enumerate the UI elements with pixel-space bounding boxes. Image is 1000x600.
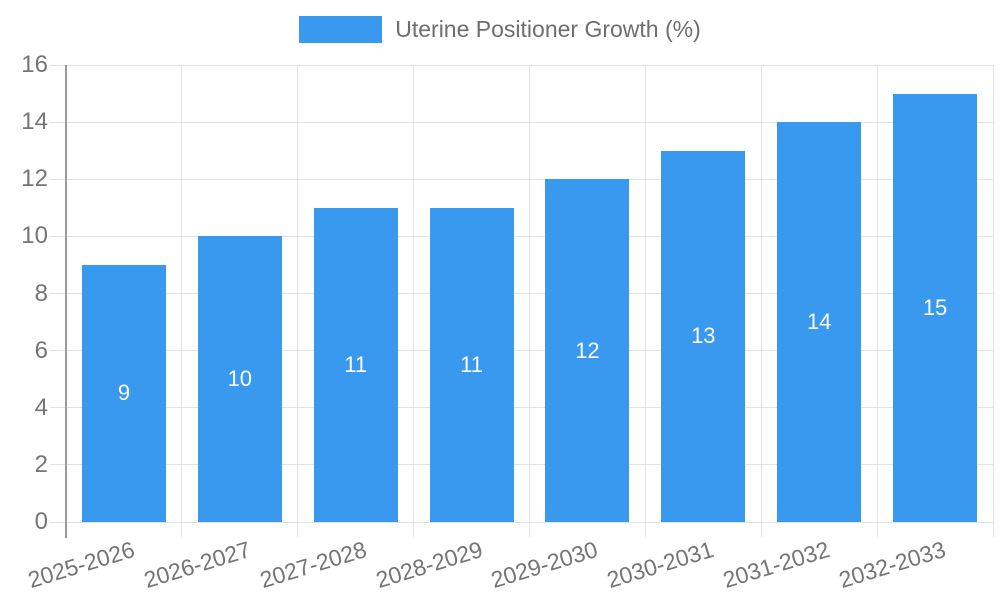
- bar[interactable]: [197, 236, 282, 522]
- y-tick-label: 6: [34, 336, 48, 364]
- bar[interactable]: [777, 122, 862, 522]
- bar-value-label: 10: [227, 366, 253, 392]
- bar-value-label: 13: [691, 323, 716, 349]
- v-gridline: [644, 65, 646, 537]
- v-gridline: [413, 65, 415, 537]
- bar[interactable]: [545, 179, 630, 522]
- bar[interactable]: [661, 150, 746, 522]
- x-tick-label: 2026-2027: [140, 536, 254, 594]
- y-axis-line: [65, 65, 67, 538]
- legend-color-swatch: [299, 16, 383, 43]
- legend-series-label: Uterine Positioner Growth (%): [395, 16, 701, 42]
- h-gridline: [50, 350, 993, 352]
- v-gridline: [760, 65, 762, 537]
- bar[interactable]: [429, 207, 514, 522]
- bar-value-label: 11: [344, 351, 368, 377]
- chart-legend: Uterine Positioner Growth (%): [0, 16, 1000, 43]
- y-tick-label: 8: [34, 279, 48, 307]
- x-tick-label: 2027-2028: [256, 536, 370, 594]
- h-gridline: [50, 178, 993, 180]
- y-tick-label: 16: [21, 51, 48, 78]
- x-tick-label: 2025-2026: [24, 536, 138, 594]
- bar-value-label: 9: [117, 380, 131, 406]
- h-gridline: [50, 121, 993, 123]
- bar-value-label: 11: [460, 351, 483, 377]
- h-gridline: [50, 521, 993, 523]
- v-gridline: [529, 65, 530, 537]
- h-gridline: [50, 464, 993, 466]
- x-tick-label: 2031-2032: [719, 536, 833, 594]
- h-gridline: [50, 293, 993, 294]
- y-tick-label: 14: [21, 108, 48, 136]
- bar[interactable]: [313, 207, 398, 522]
- h-gridline: [50, 64, 993, 66]
- x-tick-label: 2029-2030: [488, 536, 602, 594]
- bar[interactable]: [81, 264, 166, 522]
- bar-value-label: 15: [922, 294, 948, 320]
- v-gridline: [992, 65, 994, 537]
- y-tick-label: 10: [21, 222, 48, 250]
- bar[interactable]: [893, 93, 978, 522]
- y-tick-label: 0: [34, 508, 48, 535]
- v-gridline: [876, 65, 878, 537]
- y-tick-label: 2: [34, 450, 48, 478]
- x-tick-label: 2032-2033: [835, 536, 949, 594]
- v-gridline: [297, 65, 299, 537]
- h-gridline: [50, 235, 993, 237]
- h-gridline: [50, 407, 993, 409]
- v-gridline: [181, 65, 183, 537]
- bar-value-label: 14: [806, 309, 832, 335]
- x-tick-label: 2030-2031: [604, 536, 717, 594]
- y-tick-label: 12: [21, 165, 48, 193]
- bar-value-label: 12: [575, 337, 600, 363]
- y-tick-label: 4: [34, 393, 48, 421]
- x-tick-label: 2028-2029: [372, 536, 486, 594]
